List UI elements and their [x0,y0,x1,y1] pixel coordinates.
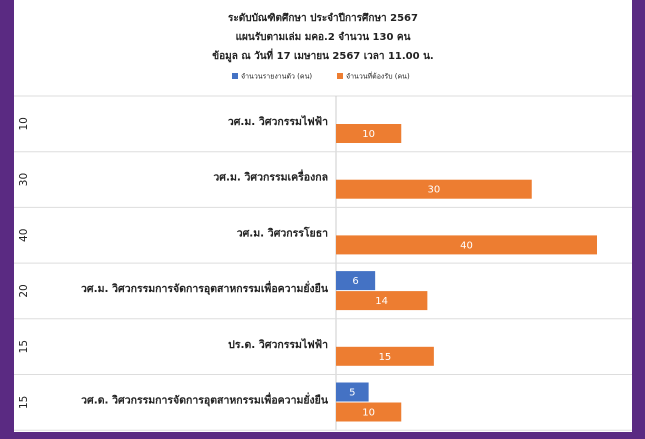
value-label: 30 [428,185,441,196]
bar [336,346,434,366]
panel [14,0,632,432]
chart-title: ข้อมูล ณ วันที่ 17 เมษายน 2567 เวลา 11.0… [212,48,433,63]
category-label: วศ.ม. วิศวกรรมไฟฟ้า [228,115,328,128]
value-label: 40 [460,240,473,251]
value-label: 10 [362,408,375,419]
category-label: วศ.ม. วิศวกรรมเครื่องกล [213,169,328,184]
bar [336,402,402,422]
value-label: 6 [352,276,358,287]
value-label: 15 [379,352,392,363]
value-label: 10 [362,129,375,140]
category-label: วศ.ม. วิศวกรรมการจัดการอุตสาหกรรมเพื่อคว… [81,280,329,296]
category-label: วศ.ม. วิศวกรรโยธา [237,226,328,239]
category-label: ปร.ด. วิศวกรรมไฟฟ้า [228,338,328,351]
chart-title: ระดับบัณฑิตศึกษา ประจำปีการศึกษา 2567 [228,12,418,24]
legend-label: จำนวนรายงานตัว (คน) [241,73,312,81]
bar [336,235,597,255]
category-label: วศ.ด. วิศวกรรมการจัดการอุตสาหกรรมเพื่อคว… [81,392,329,408]
value-label: 14 [375,296,388,307]
bar [336,124,402,143]
legend-swatch [337,73,343,79]
bar [336,271,376,291]
row-total: 20 [18,284,30,297]
legend-swatch [232,73,238,79]
row-total: 10 [18,117,30,130]
row-total: 40 [18,229,30,242]
value-label: 5 [349,388,355,399]
row-total: 15 [18,396,30,409]
chart-title: แผนรับตามเล่ม มคอ.2 จำนวน 130 คน [236,31,411,43]
bar [336,179,532,199]
row-total: 30 [18,173,30,186]
row-total: 15 [18,340,30,353]
legend-label: จำนวนที่ต้องรับ (คน) [346,72,410,81]
bar [336,382,369,402]
bar [336,291,428,311]
